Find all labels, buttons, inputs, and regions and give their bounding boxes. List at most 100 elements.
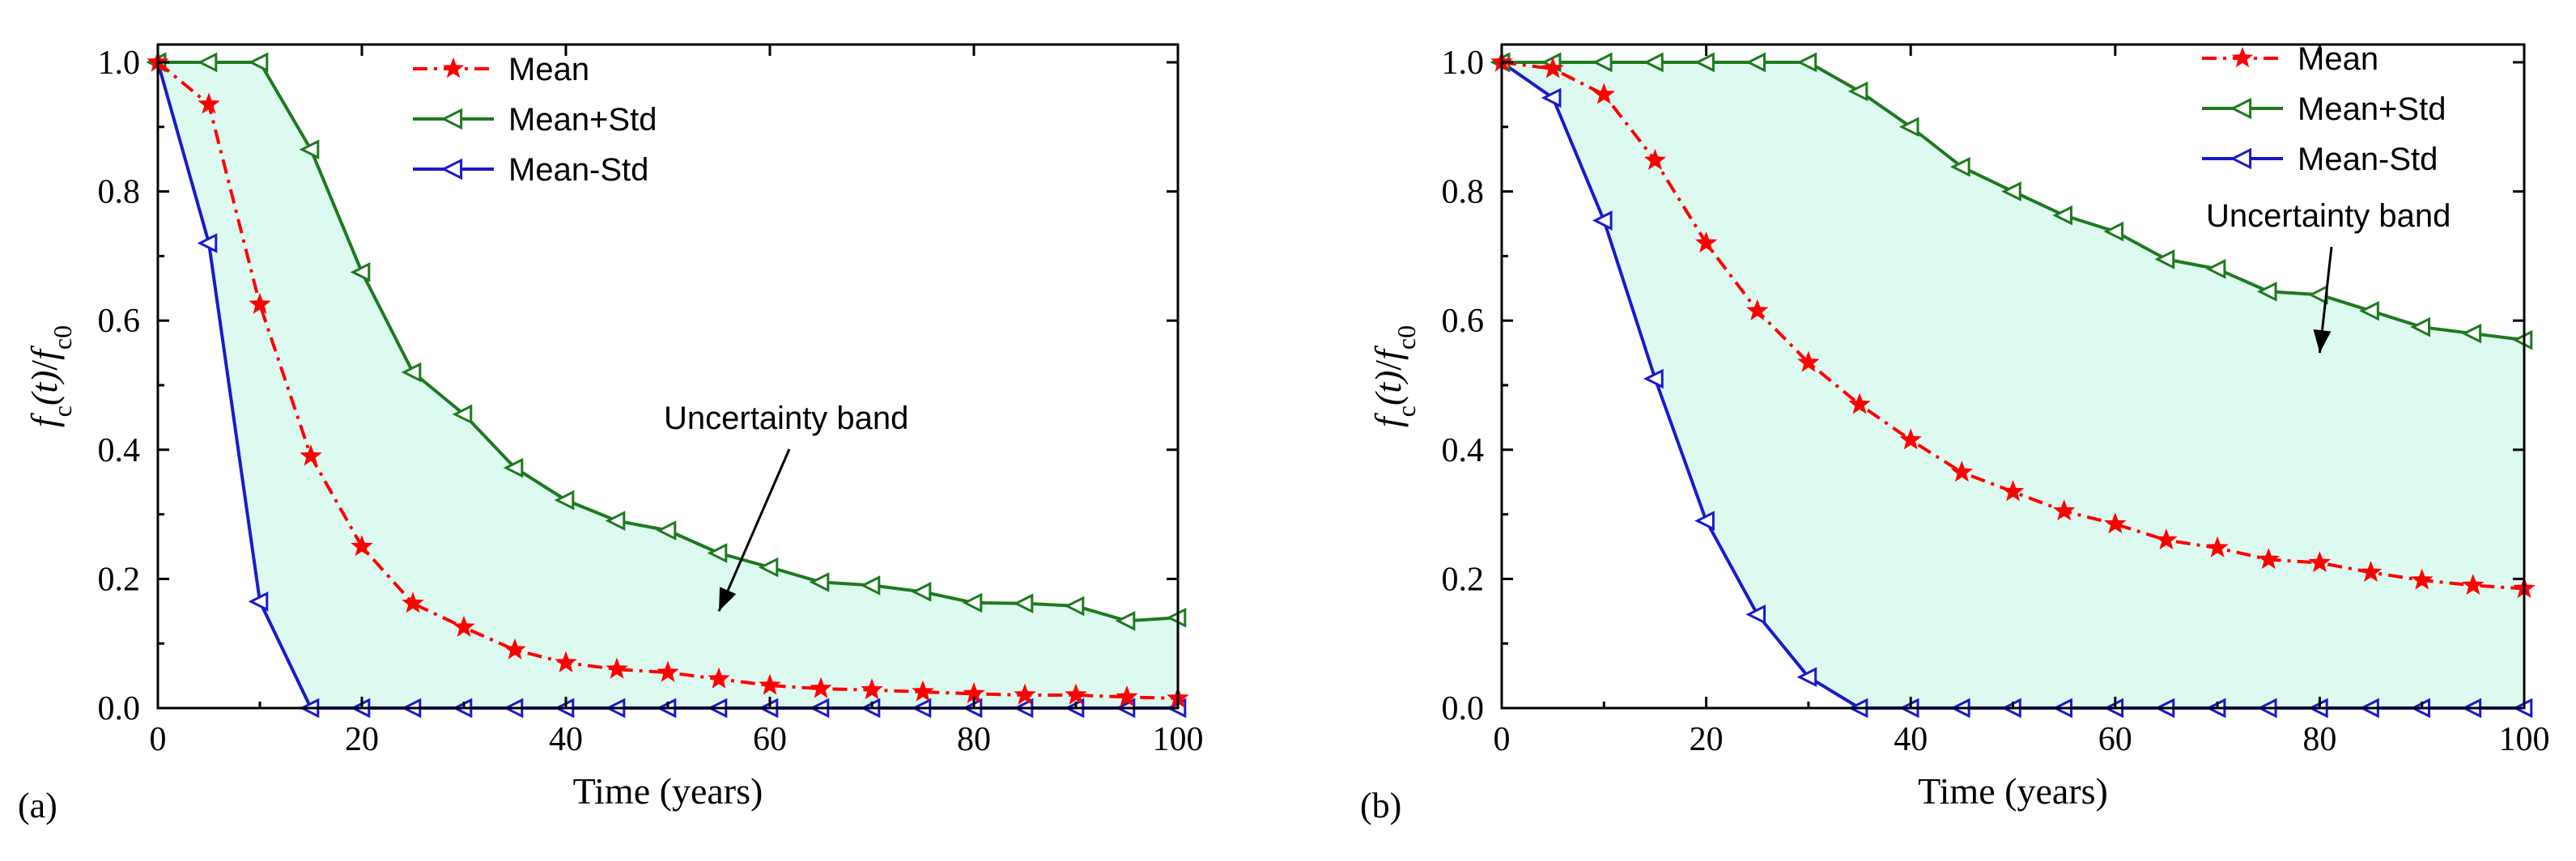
data-point-mean-minus-std [1796,667,1817,688]
data-point-mean-plus-std [299,139,320,160]
data-point-mean-plus-std [1694,52,1715,73]
data-point-mean-plus-std [1115,610,1136,631]
data-point-mean [198,92,220,114]
data-point-mean [1694,231,1718,253]
data-point-mean [402,592,424,613]
annotation-arrow-head [2313,329,2332,354]
data-point-mean-plus-std [2052,205,2072,226]
y-tick-label: 0.6 [1442,303,1485,340]
data-point-mean [2410,568,2434,590]
panel-label: (b) [1360,786,1401,825]
data-point-mean-plus-std [1847,81,1868,102]
data-point-mean-plus-std [911,582,932,602]
y-tick-label: 0.2 [1442,561,1485,598]
data-point-mean [1014,683,1036,705]
data-point-mean [1848,392,1871,414]
y-axis-title: fc(t)/fc0 [1367,325,1421,427]
data-point-mean [453,615,475,637]
data-point-mean-plus-std [1064,596,1085,617]
data-point-mean-plus-std [2001,181,2021,201]
data-point-mean [1643,148,1667,170]
data-point-mean [2155,528,2178,550]
data-point-mean-minus-std [1541,87,1562,108]
y-axis-title: fc(t)/fc0 [23,325,77,427]
x-tick-label: 60 [753,721,787,758]
uncertainty-band-area [158,62,1178,708]
data-point-mean [351,535,373,557]
legend-label-mean-plus-std: Mean+Std [2298,91,2446,127]
data-point-mean-plus-std [1898,117,1919,138]
data-point-mean-plus-std [197,52,218,73]
data-point-mean [2462,573,2485,596]
data-point-mean-minus-std [1694,511,1715,531]
y-tick-label: 0.8 [1442,174,1485,211]
data-point-mean-plus-std [962,592,983,613]
data-point-mean [1950,460,1974,482]
data-point-mean [1746,299,1769,320]
data-point-mean-plus-std [2154,249,2175,269]
legend-label-mean-minus-std: Mean-Std [2298,142,2438,177]
panel-label: (a) [18,786,57,825]
data-point-mean [504,638,526,660]
y-tick-label: 0.4 [98,432,141,469]
legend-label-mean: Mean [508,52,589,87]
data-point-mean [300,444,322,466]
data-point-mean [1592,83,1616,104]
series-line-mean [156,61,1179,700]
x-tick-label: 80 [2302,721,2336,758]
data-point-mean-plus-std [605,511,626,531]
annotation-text: Uncertainty band [664,401,908,436]
data-point-mean-plus-std [1796,52,1817,73]
legend-marker-mean [2231,47,2254,68]
data-point-mean [1797,350,1820,372]
data-point-mean-minus-std [1643,368,1664,389]
y-tick-label: 1.0 [98,45,141,82]
data-point-mean [249,292,271,314]
legend-label-mean-plus-std: Mean+Std [508,102,657,138]
data-point-mean [555,651,577,672]
data-point-mean-plus-std [656,520,677,541]
data-point-mean [2001,480,2025,502]
data-point-mean [861,678,883,700]
data-point-mean [2359,560,2383,583]
legend-marker-mean [442,57,465,78]
data-point-mean-plus-std [2461,323,2482,344]
data-point-mean-plus-std [1592,52,1613,73]
x-tick-label: 0 [150,721,167,758]
data-point-mean-plus-std [809,572,830,592]
data-point-mean-minus-std [1592,210,1613,231]
y-tick-label: 0.6 [98,303,141,340]
x-tick-label: 40 [1894,721,1928,758]
data-point-mean-plus-std [758,557,779,578]
data-point-mean-plus-std [2410,316,2430,337]
data-point-mean-plus-std [452,404,473,425]
y-tick-label: 0.0 [98,690,141,727]
legend-label-mean: Mean [2298,41,2378,77]
y-tick-label: 0.8 [98,174,141,211]
data-point-mean [1899,428,1922,450]
chart-panel-b: 0 20 40 60 80 100 0.0 0.2 0.4 0.6 0.8 1.0 Time (year… [1360,41,2550,825]
data-point-mean-minus-std [197,233,218,253]
data-point-mean-plus-std [1643,52,1664,73]
x-tick-label: 60 [2098,721,2132,758]
x-tick-label: 80 [957,721,991,758]
data-point-mean-plus-std [503,457,524,478]
data-point-mean-plus-std [860,575,881,596]
annotation-text: Uncertainty band [2206,198,2451,234]
data-point-mean [708,667,730,689]
x-tick-label: 0 [1494,721,1511,758]
legend-marker-mean-minus-std [440,158,463,180]
data-point-mean [1116,685,1138,707]
data-point-mean [2104,512,2127,534]
data-point-mean-plus-std [401,362,422,383]
data-point-mean-plus-std [2359,300,2379,321]
data-point-mean-plus-std [248,52,269,73]
y-tick-label: 0.0 [1442,690,1485,727]
data-point-mean [912,680,934,702]
data-point-mean-plus-std [1013,593,1034,614]
legend-marker-mean-minus-std [2230,147,2252,170]
data-point-mean-plus-std [2256,281,2277,302]
legend-marker-mean-plus-std [2230,97,2252,120]
data-point-mean-minus-std [1745,604,1766,625]
